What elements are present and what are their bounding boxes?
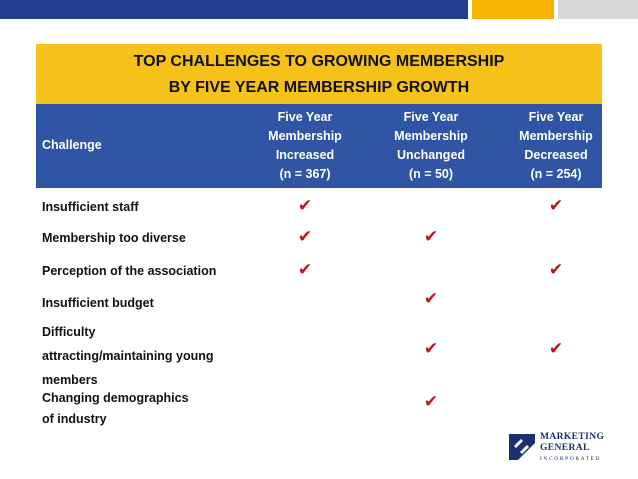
- table-row: Insufficient budget ✔: [36, 289, 602, 314]
- check-icon: ✔: [548, 339, 564, 358]
- logo-line-2: GENERAL: [540, 443, 590, 453]
- check-icon: ✔: [423, 339, 439, 358]
- logo-line-1: MARKETING: [540, 432, 605, 442]
- row-label: Difficulty attracting/maintaining young …: [42, 320, 214, 392]
- header-text: (n = 50): [408, 167, 454, 181]
- row-label: Changing demographics of industry: [42, 388, 189, 430]
- table-row: Membership too diverse ✔ ✔: [36, 227, 602, 249]
- row-label: Insufficient staff: [42, 200, 139, 214]
- check-icon: ✔: [548, 196, 564, 215]
- header-challenge: Challenge: [42, 138, 102, 152]
- check-icon: ✔: [423, 289, 439, 308]
- row-label: Perception of the association: [42, 264, 217, 278]
- title-line-1: TOP CHALLENGES TO GROWING MEMBERSHIP: [133, 53, 505, 70]
- header-text: Increased: [275, 148, 335, 162]
- header-col-decreased: Five Year Membership Decreased (n = 254): [495, 108, 617, 184]
- logo-text: MARKETING GENERAL: [540, 432, 604, 454]
- header-text: Unchanged: [396, 148, 466, 162]
- table-row: Changing demographics of industry ✔: [36, 388, 602, 432]
- top-bar-blue-segment: [0, 0, 468, 19]
- table-header: Challenge Five Year Membership Increased…: [36, 104, 602, 188]
- row-label-line: of industry: [42, 412, 107, 426]
- row-label-line: members: [42, 373, 98, 387]
- top-bar-yellow-segment: [472, 0, 554, 19]
- header-col-unchanged: Five Year Membership Unchanged (n = 50): [370, 108, 492, 184]
- marketing-general-logo-mark-icon: [509, 434, 535, 460]
- table-title: TOP CHALLENGES TO GROWING MEMBERSHIP BY …: [36, 44, 602, 104]
- row-label-line: Difficulty: [42, 325, 96, 339]
- check-icon: ✔: [423, 392, 439, 411]
- row-label-line: Changing demographics: [42, 391, 189, 405]
- header-text: Membership: [268, 129, 342, 143]
- row-label: Insufficient budget: [42, 296, 154, 310]
- check-icon: ✔: [548, 260, 564, 279]
- check-icon: ✔: [297, 196, 313, 215]
- check-icon: ✔: [297, 227, 313, 246]
- header-text: Membership: [394, 129, 468, 143]
- header-col-increased: Five Year Membership Increased (n = 367): [244, 108, 366, 184]
- header-text: Decreased: [524, 148, 588, 162]
- row-label-line: attracting/maintaining young: [42, 349, 214, 363]
- header-text: Five Year: [403, 110, 459, 124]
- table-row: Insufficient staff ✔ ✔: [36, 196, 602, 218]
- header-text: Membership: [519, 129, 593, 143]
- header-text: Five Year: [277, 110, 333, 124]
- row-label: Membership too diverse: [42, 231, 186, 245]
- top-bar-gray-segment: [558, 0, 638, 19]
- top-decorative-bar: [0, 0, 638, 19]
- check-icon: ✔: [423, 227, 439, 246]
- check-icon: ✔: [297, 260, 313, 279]
- table-row: Difficulty attracting/maintaining young …: [36, 320, 602, 387]
- marketing-general-logo: MARKETING GENERAL INCORPORATED: [509, 430, 619, 470]
- title-line-2: BY FIVE YEAR MEMBERSHIP GROWTH: [168, 79, 470, 96]
- header-text: Five Year: [528, 110, 584, 124]
- logo-subtitle: INCORPORATED: [540, 456, 602, 462]
- header-text: (n = 367): [279, 167, 331, 181]
- table-row: Perception of the association ✔ ✔: [36, 260, 602, 282]
- header-text: (n = 254): [530, 167, 582, 181]
